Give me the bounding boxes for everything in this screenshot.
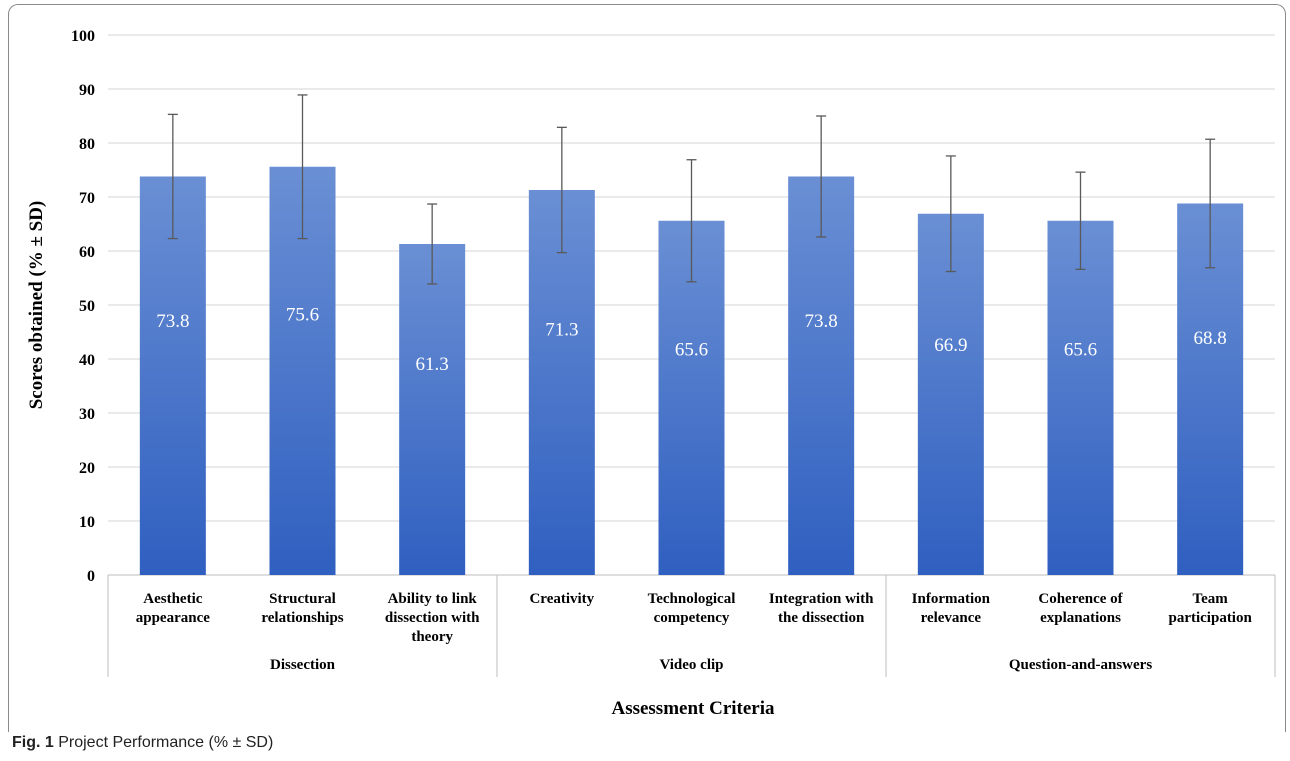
bars: 73.8 75.6 61.3 71.3 65.6 73.8 66.9 65.6 68.8 bbox=[139, 94, 1244, 576]
y-tick-label: 50 bbox=[79, 298, 95, 315]
y-axis-ticks: 0 10 20 30 40 50 60 70 80 90 100 bbox=[71, 28, 95, 585]
x-axis-title: Assessment Criteria bbox=[611, 698, 775, 719]
data-label: 71.3 bbox=[545, 320, 578, 341]
x-category-label: Integration with the dissection bbox=[769, 591, 874, 626]
y-tick-label: 30 bbox=[79, 406, 95, 423]
bar bbox=[399, 243, 466, 576]
y-tick-label: 90 bbox=[79, 82, 95, 99]
x-category-label: Information relevance bbox=[912, 591, 991, 626]
figure-number: Fig. 1 bbox=[12, 734, 54, 751]
group-label: Video clip bbox=[659, 657, 723, 673]
data-label: 75.6 bbox=[286, 305, 319, 326]
bar bbox=[528, 189, 595, 576]
x-category-label: Ability to link dissection with theory bbox=[385, 591, 480, 645]
figure-caption: Fig. 1 Project Performance (% ± SD) bbox=[12, 734, 273, 752]
x-category-label: Creativity bbox=[529, 591, 594, 607]
bar bbox=[139, 176, 206, 576]
y-tick-label: 80 bbox=[79, 136, 95, 153]
data-label: 73.8 bbox=[805, 311, 838, 332]
y-tick-label: 10 bbox=[79, 514, 95, 531]
x-category-label: Coherence of explanations bbox=[1038, 591, 1123, 626]
caption-text: Project Performance (% ± SD) bbox=[53, 734, 274, 751]
figure-frame bbox=[8, 4, 1286, 732]
y-tick-label: 100 bbox=[71, 28, 95, 45]
y-tick-label: 40 bbox=[79, 352, 95, 369]
group-label: Dissection bbox=[270, 657, 336, 673]
data-label: 65.6 bbox=[1064, 339, 1097, 360]
x-category-label: Structural relationships bbox=[261, 591, 343, 626]
bar bbox=[917, 213, 984, 576]
x-category-label: Aesthetic appearance bbox=[136, 591, 211, 626]
bar bbox=[1047, 220, 1114, 575]
group-label: Question-and-answers bbox=[1009, 657, 1153, 673]
data-label: 68.8 bbox=[1194, 328, 1227, 349]
data-label: 65.6 bbox=[675, 339, 708, 360]
bar bbox=[788, 176, 855, 576]
data-label: 73.8 bbox=[156, 311, 189, 332]
bar-chart: 73.8 75.6 61.3 71.3 65.6 73.8 66.9 65.6 68.8 0 10… bbox=[26, 28, 1276, 719]
y-tick-label: 60 bbox=[79, 244, 95, 261]
data-label: 66.9 bbox=[934, 335, 967, 356]
data-label: 61.3 bbox=[416, 354, 449, 375]
y-tick-label: 0 bbox=[87, 568, 95, 585]
x-category-label: Technological competency bbox=[648, 591, 736, 626]
x-axis-categories: Aesthetic appearance Structural relationshi… bbox=[107, 575, 1276, 677]
y-tick-label: 20 bbox=[79, 460, 95, 477]
y-axis-title: Scores obtained (% ± SD) bbox=[26, 201, 47, 410]
x-category-label: Team participation bbox=[1168, 591, 1252, 626]
y-tick-label: 70 bbox=[79, 190, 95, 207]
